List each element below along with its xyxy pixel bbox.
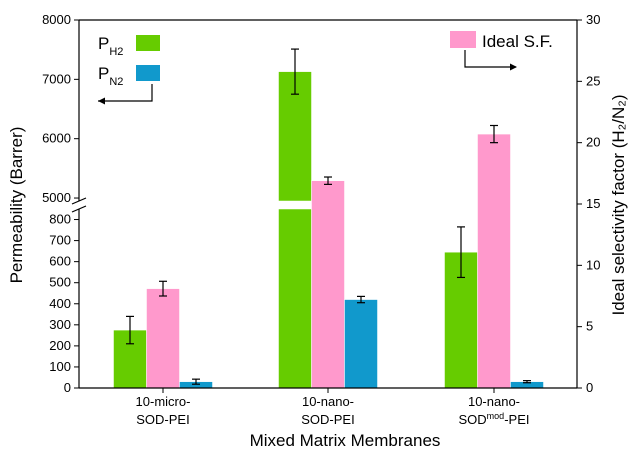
left-tick-label: 7000 (42, 71, 71, 86)
x-axis-title: Mixed Matrix Membranes (250, 431, 441, 450)
legend-right-arrow (464, 50, 516, 68)
right-tick-label: 5 (586, 319, 593, 334)
left-tick-label: 400 (49, 296, 71, 311)
bar-ideal-s-f--1 (146, 288, 180, 389)
bar-p-h2-2-lower (278, 208, 312, 389)
left-tick-label: 800 (49, 212, 71, 227)
arrow-left-icon (98, 97, 105, 105)
axis-break-mark (71, 197, 87, 205)
legend: PH2 PN2 Ideal S.F. (98, 31, 553, 105)
left-tick-label: 8000 (42, 12, 71, 27)
category-label-line2: SODmod-PEI (459, 411, 530, 427)
right-y-axis-title: Ideal selectivity factor (H₂/N₂) (609, 94, 628, 315)
left-tick-label: 5000 (42, 190, 71, 205)
category-label-line1: 10-micro- (136, 394, 191, 409)
category-label-line2: SOD-PEI (301, 412, 354, 427)
bar-p-n2-2 (344, 299, 378, 389)
error-bars-layer (126, 48, 531, 385)
arrow-right-icon (510, 63, 517, 71)
legend-left-arrow (98, 84, 153, 102)
left-tick-label: 100 (49, 359, 71, 374)
right-tick-label: 30 (586, 12, 600, 27)
legend-swatch-ideal-s-f (450, 31, 476, 48)
bars-layer (113, 71, 544, 389)
legend-label-p-n2: PN2 (98, 64, 123, 88)
left-tick-label: 700 (49, 233, 71, 248)
right-tick-label: 0 (586, 380, 593, 395)
legend-label-p-h2: PH2 (98, 34, 123, 58)
left-tick-label: 600 (49, 254, 71, 269)
category-label-line1: 10-nano- (468, 394, 520, 409)
category-label-line2: SOD-PEI (136, 412, 189, 427)
bar-ideal-s-f--2 (311, 180, 345, 389)
right-tick-label: 25 (586, 73, 600, 88)
left-tick-label: 300 (49, 317, 71, 332)
ticks-layer: 0100200300400500600700800500060007000800… (42, 12, 600, 427)
left-tick-label: 6000 (42, 131, 71, 146)
bar-ideal-s-f--3 (477, 133, 511, 389)
right-tick-label: 10 (586, 257, 600, 272)
legend-label-ideal-s-f: Ideal S.F. (482, 32, 553, 51)
legend-swatch-p-h2 (136, 35, 160, 51)
right-tick-label: 20 (586, 135, 600, 150)
right-tick-label: 15 (586, 196, 600, 211)
left-tick-label: 200 (49, 338, 71, 353)
axis-break-mark (71, 205, 87, 213)
left-y-axis-title: Permeability (Barrer) (7, 127, 26, 284)
left-tick-label: 0 (64, 380, 71, 395)
legend-swatch-p-n2 (136, 65, 160, 81)
category-label-line1: 10-nano- (302, 394, 354, 409)
left-tick-label: 500 (49, 275, 71, 290)
